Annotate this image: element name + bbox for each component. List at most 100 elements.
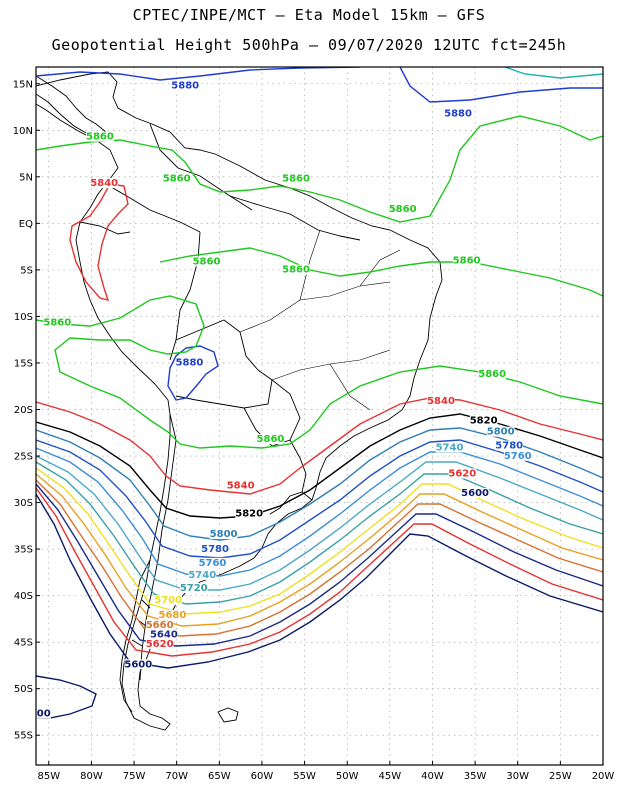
contour-label: 5620 — [448, 468, 476, 479]
contour-label-bg — [192, 256, 221, 267]
border-brazil-states — [239, 229, 401, 411]
contour-label: 5620 — [146, 639, 174, 650]
contour-label-bg — [154, 595, 182, 606]
contour-5880-north — [36, 67, 603, 103]
contour-label-bg — [235, 508, 263, 519]
contour-5900 — [504, 67, 603, 79]
contour-label-bg — [158, 609, 187, 620]
contour-label: 5860 — [389, 204, 417, 215]
lat-label: 40S — [14, 591, 33, 602]
contour-label-bg — [43, 317, 72, 328]
contour-5740 — [36, 455, 603, 591]
contour-label-bg — [427, 395, 455, 406]
border-uruguay — [269, 491, 303, 515]
latitude-labels: 15N 10N 5N EQ 5S 10S 15S 20S 25S 30S 35S 40S 45S 50S 5… — [13, 79, 40, 742]
contour-5700 — [36, 467, 603, 615]
contour-label: 5720 — [180, 583, 208, 594]
contour-label: 5840 — [90, 178, 118, 189]
lat-label: 30S — [14, 498, 33, 509]
contour-label-bg — [145, 638, 174, 649]
lat-label: 15N — [13, 79, 33, 90]
lon-label: 60W — [251, 771, 274, 782]
lat-label: 15S — [14, 358, 33, 369]
contour-label: 5820 — [235, 509, 263, 520]
contour-label: 600 — [30, 709, 51, 720]
contour-label: 5760 — [504, 451, 532, 462]
contour-label: 5860 — [257, 434, 285, 445]
contour-5680 — [36, 473, 603, 627]
contour-label: 5860 — [86, 132, 114, 143]
lon-label: 35W — [464, 771, 487, 782]
contour-label-bg — [444, 108, 472, 119]
contour-label: 5600 — [461, 488, 489, 499]
contour-5780 — [36, 439, 603, 559]
lat-label: 25S — [14, 452, 33, 463]
contour-label-bg — [90, 178, 119, 189]
contour-label-bg — [282, 264, 310, 275]
contour-label: 5840 — [227, 481, 255, 492]
contour-5720 — [36, 461, 603, 605]
contour-labels: 5880 5880 5880 5860 5860 5860 5860 5860 5860 5860… — [30, 80, 532, 720]
contour-label: 5640 — [150, 629, 178, 640]
lat-label: 50S — [14, 684, 33, 695]
contour-5840-south — [36, 397, 603, 495]
contour-label-bg — [198, 557, 227, 568]
lon-label: 55W — [293, 771, 316, 782]
lat-label: 55S — [14, 731, 33, 742]
contour-label: 5760 — [199, 558, 227, 569]
contour-label: 5600 — [124, 659, 152, 670]
contour-label: 5740 — [188, 570, 216, 581]
contour-label-bg — [162, 173, 191, 184]
lon-label: 40W — [421, 771, 444, 782]
contour-label-bg — [145, 620, 174, 631]
height-contours — [36, 67, 603, 719]
lon-label: 50W — [336, 771, 359, 782]
contour-label-bg — [209, 528, 238, 539]
contour-5660 — [36, 479, 603, 637]
contour-label: 5860 — [282, 173, 310, 184]
lon-label: 85W — [37, 771, 60, 782]
contour-label-bg — [452, 255, 481, 266]
contour-label-bg — [503, 450, 532, 461]
border-brazil-north — [229, 195, 361, 241]
contour-5880-bolivia — [167, 345, 219, 401]
contour-label-bg — [486, 426, 515, 437]
chile-fjords — [119, 559, 151, 713]
contour-label: 5860 — [282, 265, 310, 276]
contour-label-bg — [171, 80, 200, 91]
lon-label: 25W — [549, 771, 572, 782]
lat-label: 10S — [14, 312, 33, 323]
border-ecuador — [79, 221, 131, 235]
contour-label-bg — [36, 708, 51, 719]
lon-label: 30W — [506, 771, 529, 782]
contour-label: 5860 — [478, 369, 506, 380]
lat-label: 35S — [14, 545, 33, 556]
contour-label: 5840 — [427, 396, 455, 407]
contour-label-bg — [282, 173, 310, 184]
lat-label: EQ — [19, 219, 33, 230]
contour-label-bg — [469, 415, 498, 426]
contour-label-bg — [201, 543, 229, 554]
lat-label: 20S — [14, 405, 33, 416]
border-colombia-peru — [105, 183, 201, 233]
lon-label: 20W — [592, 771, 615, 782]
map-border — [35, 66, 604, 766]
border-chile-argentina — [139, 413, 177, 681]
border-bolivia — [175, 319, 273, 409]
border-colombia-venezuela — [149, 123, 253, 211]
falklands — [217, 707, 239, 723]
contour-label-bg — [188, 569, 217, 580]
contour-label-bg — [478, 368, 506, 379]
contour-5860-north — [36, 115, 603, 223]
contour-label-bg — [124, 659, 153, 670]
contour-label: 5860 — [163, 173, 191, 184]
contour-label-bg — [179, 582, 208, 593]
contour-label: 5880 — [171, 80, 199, 91]
contour-label-bg — [226, 480, 255, 491]
contour-label: 5820 — [470, 415, 498, 426]
lon-label: 45W — [379, 771, 402, 782]
lon-label: 75W — [123, 771, 146, 782]
lat-label: 5S — [20, 265, 33, 276]
contour-5620 — [36, 487, 603, 657]
